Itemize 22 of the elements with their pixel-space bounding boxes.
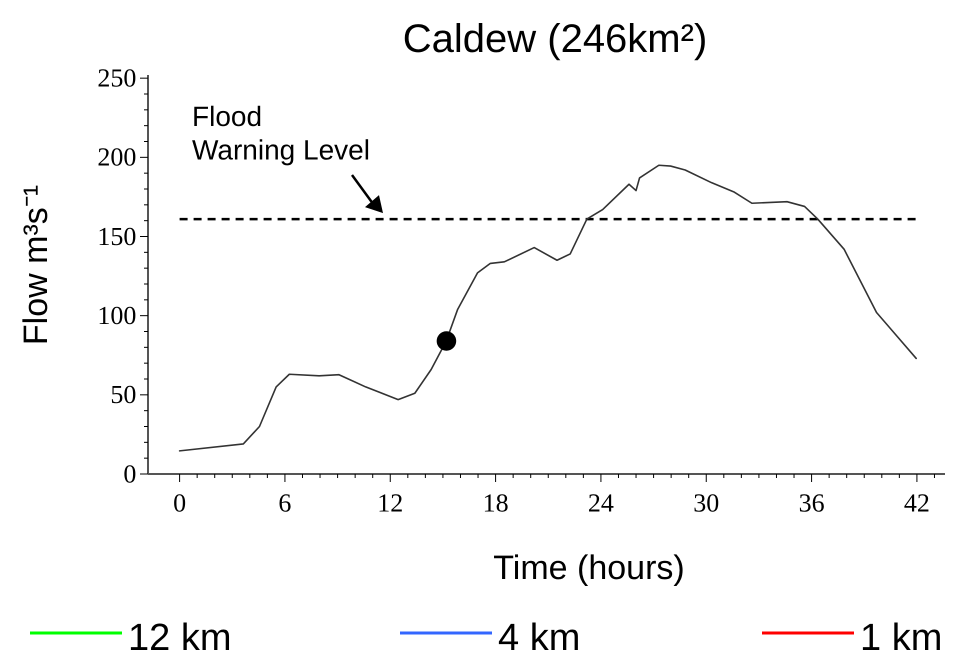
y-tick-label: 100: [97, 300, 136, 330]
legend-label: 4 km: [498, 617, 580, 656]
y-tick-label: 150: [97, 222, 136, 251]
x-tick-label: 18: [482, 488, 509, 518]
y-tick-label: 250: [97, 63, 136, 92]
x-tick-label: 36: [798, 488, 825, 518]
x-axis-title: Time (hours): [493, 549, 685, 587]
y-axis-title: Flow m³s⁻¹: [17, 184, 55, 346]
line-series: [178, 164, 918, 452]
chart-title: Caldew (246km²): [402, 17, 708, 61]
ref-line-label: Flood Warning Level: [192, 101, 370, 166]
x-tick-label: 6: [278, 488, 292, 518]
x-tick-label: 12: [377, 488, 404, 518]
legend-label: 1 km: [860, 617, 942, 656]
y-tick-label: 50: [110, 380, 136, 410]
legend-label: 12 km: [128, 617, 232, 656]
x-tick-label: 24: [588, 488, 614, 518]
y-tick-label: 0: [123, 459, 136, 488]
y-tick-label: 200: [97, 142, 136, 172]
x-tick-label: 0: [173, 488, 186, 518]
x-tick-label: 30: [693, 488, 720, 518]
x-tick-label: 42: [904, 488, 930, 518]
